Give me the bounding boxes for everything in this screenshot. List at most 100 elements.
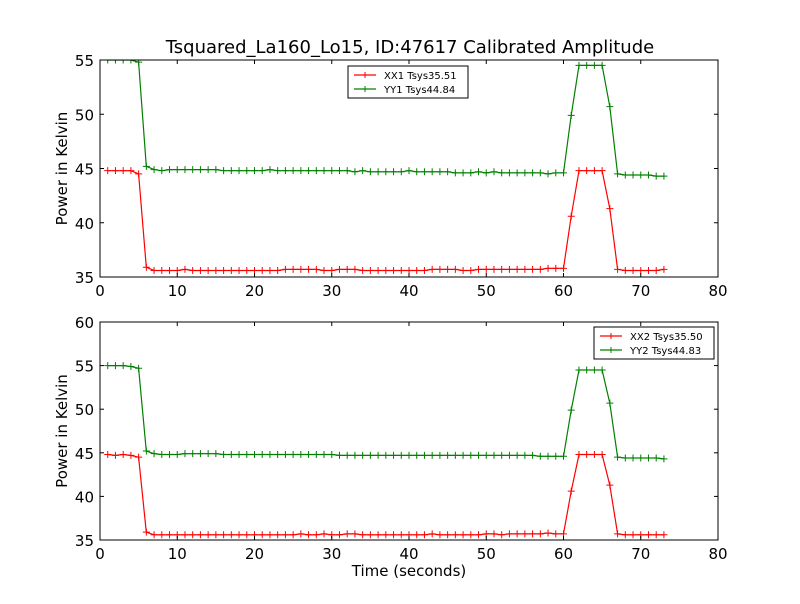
y-tick-label: 40 <box>75 215 94 233</box>
data-point <box>274 167 282 175</box>
data-point <box>312 167 320 175</box>
data-point <box>428 530 436 538</box>
data-point <box>220 531 228 539</box>
data-point <box>467 266 475 274</box>
data-point <box>544 264 552 272</box>
data-point <box>127 451 135 459</box>
data-point <box>621 266 629 274</box>
data-point <box>104 167 112 175</box>
data-point <box>235 531 243 539</box>
data-point <box>644 531 652 539</box>
data-point <box>397 168 405 176</box>
data-point <box>227 451 235 459</box>
data-point <box>451 531 459 539</box>
data-point <box>644 454 652 462</box>
data-point <box>606 103 614 111</box>
x-tick-label: 30 <box>322 282 341 300</box>
data-point <box>390 451 398 459</box>
data-point <box>428 168 436 176</box>
data-point <box>521 530 529 538</box>
y-tick-label: 40 <box>75 488 94 506</box>
data-point <box>289 265 297 273</box>
data-point <box>614 453 622 461</box>
data-point <box>166 531 174 539</box>
data-point <box>166 451 174 459</box>
data-point <box>536 530 544 538</box>
x-tick-label: 40 <box>399 282 418 300</box>
data-point <box>196 450 204 458</box>
data-point <box>590 61 598 69</box>
data-point <box>590 451 598 459</box>
data-point <box>498 265 506 273</box>
data-point <box>196 266 204 274</box>
data-point <box>405 266 413 274</box>
data-point <box>652 266 660 274</box>
data-point <box>281 531 289 539</box>
data-point <box>220 167 228 175</box>
data-point <box>297 265 305 273</box>
data-point <box>567 111 575 119</box>
data-point <box>436 531 444 539</box>
data-point <box>529 169 537 177</box>
data-point <box>343 167 351 175</box>
data-point <box>135 60 143 66</box>
data-point <box>436 451 444 459</box>
data-point <box>366 168 374 176</box>
data-point <box>119 451 127 459</box>
data-point <box>305 167 313 175</box>
data-point <box>444 265 452 273</box>
y-tick-label: 35 <box>75 269 94 287</box>
data-point <box>150 266 158 274</box>
data-point <box>212 450 220 458</box>
data-point <box>297 451 305 459</box>
data-point <box>359 451 367 459</box>
data-point <box>629 266 637 274</box>
series-2 <box>104 60 668 180</box>
data-point <box>150 450 158 458</box>
data-point <box>490 451 498 459</box>
data-point <box>660 455 668 463</box>
data-point <box>243 451 251 459</box>
data-point <box>637 171 645 179</box>
data-point <box>204 166 212 174</box>
data-point <box>621 454 629 462</box>
data-point <box>590 167 598 175</box>
data-point <box>575 61 583 69</box>
data-point <box>444 531 452 539</box>
x-tick-label: 20 <box>245 282 264 300</box>
data-point <box>320 530 328 538</box>
plot-1: 0 10 20 30 40 50 60 70 80 35 40 45 50 55 Power in Kelv… <box>53 52 728 300</box>
data-point <box>212 166 220 174</box>
x-tick-label: 50 <box>477 282 496 300</box>
data-point <box>413 531 421 539</box>
data-point <box>552 169 560 177</box>
data-point <box>459 531 467 539</box>
data-point <box>644 171 652 179</box>
data-point <box>467 169 475 177</box>
data-point <box>498 451 506 459</box>
series-2 <box>104 362 668 463</box>
data-point <box>575 366 583 374</box>
data-point <box>111 167 119 175</box>
data-point <box>652 172 660 180</box>
data-point <box>614 170 622 178</box>
y-tick-label: 50 <box>75 401 94 419</box>
data-point <box>621 531 629 539</box>
data-point <box>621 171 629 179</box>
x-tick-label: 80 <box>708 282 727 300</box>
data-point <box>335 265 343 273</box>
data-point <box>335 531 343 539</box>
legend-marker <box>608 333 614 339</box>
legend: XX2 Tsys35.50 YY2 Tsys44.83 <box>593 326 715 360</box>
data-point <box>475 531 483 539</box>
data-point <box>420 168 428 176</box>
data-point <box>598 366 606 374</box>
data-point <box>127 362 135 370</box>
data-point <box>181 531 189 539</box>
legend-box <box>347 65 469 99</box>
data-point <box>583 61 591 69</box>
data-point <box>637 266 645 274</box>
data-point <box>266 531 274 539</box>
data-point <box>220 266 228 274</box>
legend-label: YY2 Tsys44.83 <box>629 346 701 357</box>
